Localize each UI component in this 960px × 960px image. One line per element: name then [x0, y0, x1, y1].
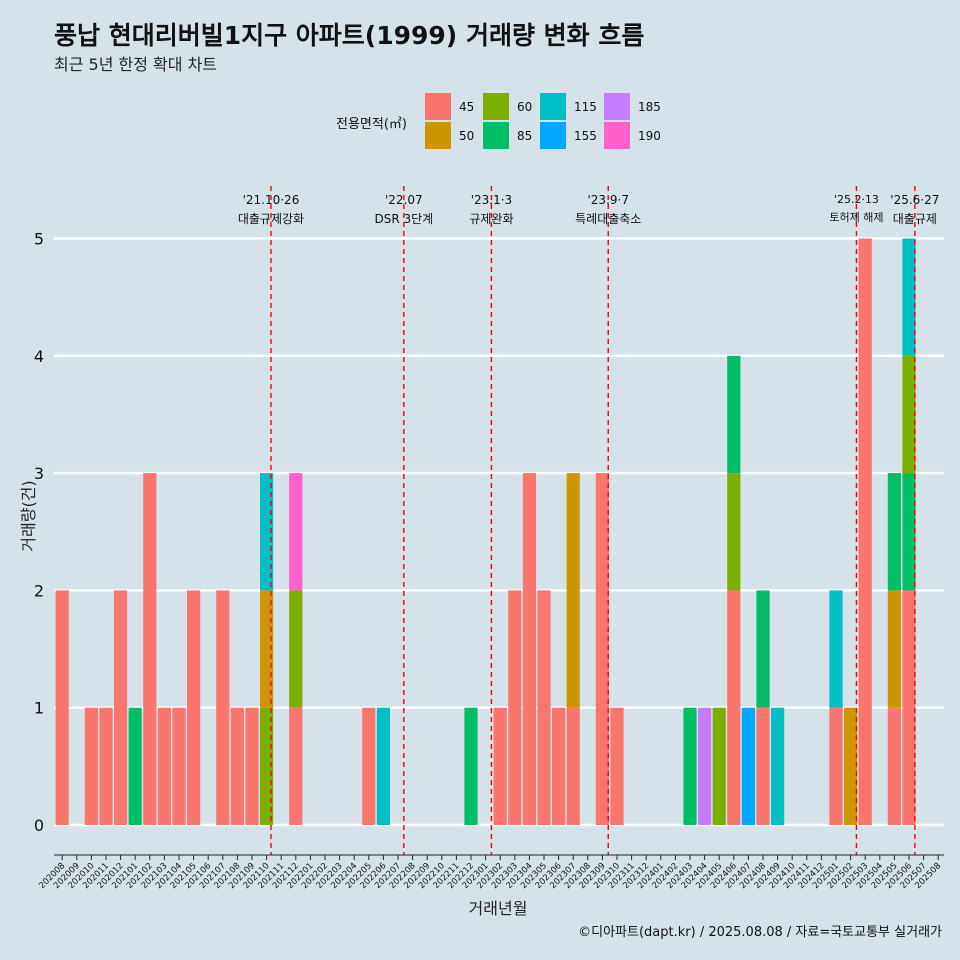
legend-label-190: 190 — [638, 129, 661, 143]
y-tick-label: 3 — [34, 464, 44, 483]
bar-segment-202112-190 — [289, 473, 303, 591]
event-label: 대출규제 — [893, 212, 937, 226]
event-date: '23.9·7 — [588, 193, 629, 207]
bar-segment-202011-45 — [99, 707, 113, 825]
y-tick-label: 5 — [34, 230, 44, 249]
event-label: 토허제 해제 — [829, 210, 883, 224]
bar-segment-202105-45 — [187, 590, 201, 825]
event-date: '25.6·27 — [890, 193, 939, 207]
bar-segment-202502-50 — [844, 707, 858, 825]
event-date: '25.2·13 — [834, 193, 879, 206]
chart-title: 풍납 현대리버빌1지구 아파트(1999) 거래량 변화 흐름 — [54, 21, 644, 50]
x-axis: 2020082020092020102020112020122021012021… — [37, 854, 944, 891]
bar-segment-202505-45 — [887, 707, 901, 825]
gridlines — [54, 237, 944, 827]
legend-swatch-45 — [425, 93, 451, 120]
legend-swatch-185 — [604, 93, 630, 120]
bar-segment-202408-85 — [756, 590, 770, 708]
bar-segment-202506-115 — [902, 238, 916, 356]
event-label: 대출규제강화 — [238, 212, 304, 226]
bar-segment-202102-45 — [143, 473, 157, 825]
legend: 전용면적(㎡) 45 50 60 85 115 155 185 190 — [336, 93, 661, 149]
y-tick-label: 4 — [34, 347, 44, 366]
event-label: 특례대출축소 — [575, 212, 641, 226]
chart-subtitle: 최근 5년 한정 확대 차트 — [54, 55, 217, 74]
bar-segment-202505-50 — [887, 590, 901, 708]
bar-segment-202008-45 — [55, 590, 69, 825]
bar-segment-202110-50 — [260, 590, 274, 708]
legend-label-185: 185 — [638, 100, 661, 114]
event-label: 규제완화 — [469, 212, 513, 226]
legend-swatch-190 — [604, 122, 630, 149]
event-markers: '21.10·26 대출규제강화 '22.07 DSR 3단계 '23.1·3 규제완화 '… — [238, 186, 939, 855]
y-axis-title: 거래량(건) — [19, 480, 38, 551]
x-axis-title: 거래년월 — [469, 899, 528, 918]
bar-segment-202303-45 — [508, 590, 522, 825]
bar-segment-202403-85 — [683, 707, 697, 825]
bar-segment-202010-45 — [84, 707, 98, 825]
event-date: '22.07 — [385, 193, 423, 207]
bar-segment-202110-115 — [260, 473, 274, 591]
bar-segment-202307-50 — [566, 473, 580, 708]
event-date: '21.10·26 — [243, 193, 300, 207]
bar-segment-202108-45 — [230, 707, 244, 825]
bar-segment-202505-85 — [887, 473, 901, 591]
legend-swatch-85 — [483, 122, 509, 149]
bar-segment-202406-60 — [727, 473, 741, 591]
legend-swatch-60 — [483, 93, 509, 120]
bar-segment-202304-45 — [522, 473, 536, 825]
bar-segment-202110-60 — [260, 707, 274, 825]
bar-segment-202404-185 — [698, 707, 712, 825]
y-axis: 0 1 2 3 4 5 — [34, 230, 44, 836]
bar-segment-202506-85 — [902, 473, 916, 591]
bar-segment-202501-45 — [829, 707, 843, 825]
bar-segment-202101-85 — [128, 707, 142, 825]
bar-segment-202310-45 — [610, 707, 624, 825]
event-date: '23.1·3 — [471, 193, 512, 207]
legend-title: 전용면적(㎡) — [336, 117, 407, 132]
bar-segment-202407-155 — [741, 707, 755, 825]
bar-segment-202306-45 — [552, 707, 566, 825]
legend-label-155: 155 — [574, 129, 597, 143]
bar-segment-202104-45 — [172, 707, 186, 825]
bar-segment-202205-45 — [362, 707, 376, 825]
legend-label-60: 60 — [517, 100, 532, 114]
bar-segment-202305-45 — [537, 590, 551, 825]
bar-segment-202501-115 — [829, 590, 843, 708]
legend-label-50: 50 — [459, 129, 474, 143]
bar-segment-202408-45 — [756, 707, 770, 825]
y-tick-label: 0 — [34, 816, 44, 835]
bars — [55, 238, 916, 825]
legend-label-45: 45 — [459, 100, 474, 114]
bar-segment-202307-45 — [566, 707, 580, 825]
bar-segment-202503-45 — [858, 238, 872, 825]
bar-segment-202206-115 — [376, 707, 390, 825]
legend-swatch-155 — [540, 122, 566, 149]
bar-segment-202212-85 — [464, 707, 478, 825]
y-tick-label: 2 — [34, 581, 44, 600]
bar-segment-202309-45 — [595, 473, 609, 825]
bar-segment-202012-45 — [114, 590, 128, 825]
bar-segment-202405-60 — [712, 707, 726, 825]
bar-segment-202506-45 — [902, 590, 916, 825]
caption: ©디아파트(dapt.kr) / 2025.08.08 / 자료=국토교통부 실… — [578, 925, 942, 940]
bar-segment-202409-115 — [771, 707, 785, 825]
bar-segment-202506-60 — [902, 355, 916, 474]
bar-segment-202103-45 — [157, 707, 171, 825]
bar-segment-202112-60 — [289, 590, 303, 708]
bar-segment-202107-45 — [216, 590, 230, 825]
bar-segment-202406-45 — [727, 590, 741, 825]
y-tick-label: 1 — [34, 699, 44, 718]
bar-segment-202112-45 — [289, 707, 303, 825]
legend-swatch-50 — [425, 122, 451, 149]
bar-segment-202302-45 — [493, 707, 507, 825]
bar-segment-202406-85 — [727, 355, 741, 474]
legend-label-115: 115 — [574, 100, 597, 114]
bar-segment-202109-45 — [245, 707, 259, 825]
event-label: DSR 3단계 — [374, 212, 433, 226]
legend-label-85: 85 — [517, 129, 532, 143]
legend-swatch-115 — [540, 93, 566, 120]
